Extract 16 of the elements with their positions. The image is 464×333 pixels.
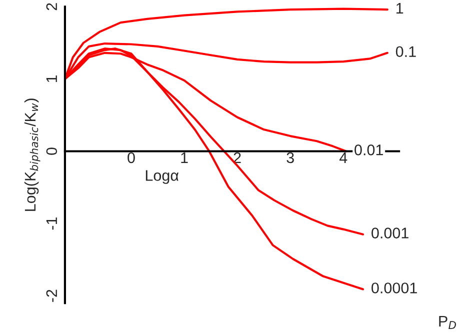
series-label: 0.001: [372, 228, 408, 238]
x-tick-label: 4: [339, 152, 348, 163]
y-axis-title: Log(K$_{biphasic}$/K$_{w}$): [24, 98, 40, 211]
series-label: 0.1: [396, 46, 416, 58]
y-tick-label: -2: [46, 290, 57, 302]
legend-title: P$_{D}$: [439, 316, 456, 329]
series-label: 1: [396, 2, 404, 14]
x-tick-label: 0: [128, 152, 135, 164]
y-tick-label: -1: [46, 217, 57, 230]
x-axis-title: Logα: [146, 170, 179, 184]
y-tick-label: 1: [46, 75, 57, 82]
x-tick-label: 1: [181, 152, 188, 163]
y-tick-label: 2: [46, 3, 57, 10]
x-tick-label: 3: [286, 152, 294, 164]
series-label: 0.01: [354, 144, 383, 156]
series-label: 0.0001: [372, 282, 417, 294]
